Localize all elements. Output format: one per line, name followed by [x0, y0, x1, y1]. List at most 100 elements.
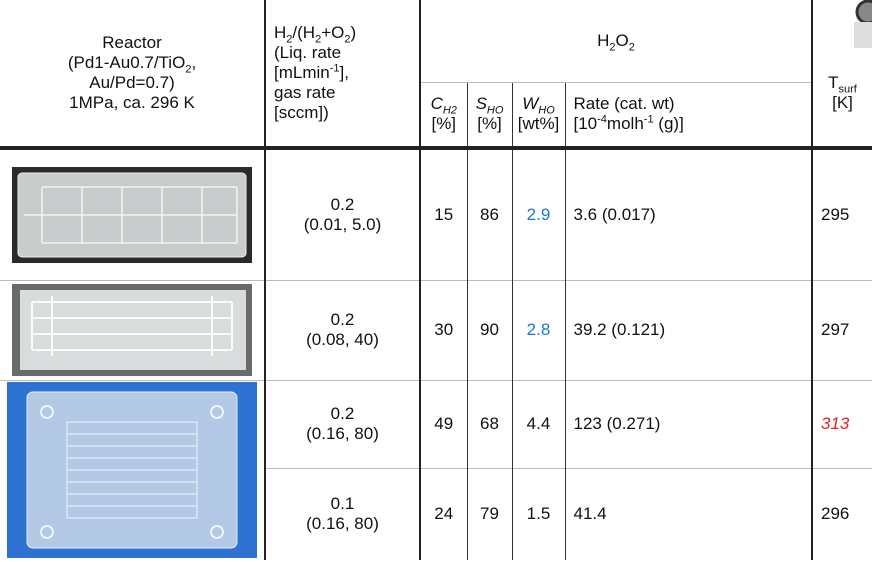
text-segment: [wt%] — [518, 114, 560, 133]
flow-rates: (0.08, 40) — [306, 330, 379, 349]
text-segment: , — [191, 53, 196, 72]
rate-value: 123 (0.271) — [574, 414, 661, 433]
t-surf-cell: 297 — [812, 280, 872, 380]
text-segment: (Liq. rate — [274, 43, 341, 62]
header-row: Reactor (Pd1-Au0.7/TiO2, Au/Pd=0.7) 1MPa… — [0, 0, 872, 82]
c-h2-cell: 30 — [420, 280, 467, 380]
rate-value: 3.6 (0.017) — [574, 205, 656, 224]
text-segment: S — [476, 94, 487, 113]
c-h2-cell: 24 — [420, 468, 467, 560]
element: Reactor (Pd1-Au0.7/TiO 2, Au/Pd=0.7) 1MPa… — [0, 0, 872, 148]
text-segment: C — [431, 94, 443, 113]
text-segment: Reactor — [102, 33, 162, 52]
reactor-header: Reactor (Pd1-Au0.7/TiO2, Au/Pd=0.7) 1MPa… — [0, 0, 265, 148]
c-h2-header: CH2[%] — [420, 82, 467, 148]
h2o2-header: H2O2 — [420, 0, 812, 82]
text-segment: [K] — [832, 93, 853, 112]
text-segment: [10 — [574, 114, 598, 133]
text-segment: [%] — [431, 114, 456, 133]
w-ho-value: 1.5 — [527, 504, 551, 523]
s-ho-value: 90 — [480, 320, 499, 339]
ratio-header: H2/(H2+O2) (Liq. rate [mLmin-1], gas rat… — [265, 0, 420, 148]
page: Reactor table {"header": { "reactor": ["… — [0, 0, 872, 562]
w-ho-cell: 1.5 — [512, 468, 565, 560]
text-segment: gas rate — [274, 83, 335, 102]
c-h2-value: 15 — [434, 205, 453, 224]
s-ho-cell: 79 — [467, 468, 512, 560]
table-row: 0.2(0.08, 40) 30 90 2.8 39.2 (0.121) 297 — [0, 280, 872, 380]
text-segment: (Pd1-Au0.7/TiO — [68, 53, 185, 72]
text-segment: H — [597, 31, 609, 50]
body: Reactor (Pd1-Au0.7/TiO 2, Au/Pd=0.7) 1MPa… — [0, 0, 872, 562]
text-segment: T — [828, 73, 838, 92]
t-surf-value: 297 — [821, 320, 849, 339]
reactor-photo — [12, 167, 252, 263]
ratio-cell: 0.2(0.08, 40) — [265, 280, 420, 380]
s-ho-cell: 90 — [467, 280, 512, 380]
rate-cell: 123 (0.271) — [565, 380, 812, 468]
w-ho-value: 2.8 — [527, 320, 551, 339]
text-segment: Rate (cat. wt) — [574, 94, 675, 113]
text-segment: H — [274, 23, 286, 42]
text-segment: +O — [321, 23, 344, 42]
ratio-value: 0.2 — [331, 404, 355, 423]
text-segment: Au/Pd=0.7) — [89, 73, 175, 92]
text-segment: -1 — [644, 114, 654, 126]
text-segment: 2 — [629, 41, 635, 53]
t-surf-header: Tsurf[K] — [812, 0, 872, 148]
reactor-photo — [12, 284, 252, 376]
w-ho-header: WHO[wt%] — [512, 82, 565, 148]
t-surf-cell: 295 — [812, 148, 872, 280]
text-segment: 1MPa, ca. 296 K — [69, 93, 195, 112]
text-segment: -4 — [597, 114, 607, 126]
t-surf-value: 296 — [821, 504, 849, 523]
s-ho-value: 86 — [480, 205, 499, 224]
ratio-value: 0.2 — [331, 310, 355, 329]
text-segment: [sccm]) — [274, 103, 329, 122]
rate-header: Rate (cat. wt)[10-4molh-1 (g)] — [565, 82, 812, 148]
reactor-cell — [0, 148, 265, 280]
s-ho-cell: 86 — [467, 148, 512, 280]
s-ho-value: 79 — [480, 504, 499, 523]
c-h2-cell: 15 — [420, 148, 467, 280]
reactor-photo — [7, 382, 257, 558]
w-ho-cell: 2.8 — [512, 280, 565, 380]
text-segment: molh — [607, 114, 644, 133]
rate-cell: 3.6 (0.017) — [565, 148, 812, 280]
t-surf-cell: 296 — [812, 468, 872, 560]
text-segment: (g)] — [654, 114, 684, 133]
text-segment: /(H — [292, 23, 315, 42]
flow-rates: (0.16, 80) — [306, 514, 379, 533]
flow-rates: (0.16, 80) — [306, 424, 379, 443]
w-ho-value: 2.9 — [527, 205, 551, 224]
s-ho-value: 68 — [480, 414, 499, 433]
t-surf-cell: 313 — [812, 380, 872, 468]
s-ho-header: SHO[%] — [467, 82, 512, 148]
ratio-cell: 0.1(0.16, 80) — [265, 468, 420, 560]
rate-cell: 39.2 (0.121) — [565, 280, 812, 380]
reactor-cell — [0, 280, 265, 380]
c-h2-value: 30 — [434, 320, 453, 339]
text-segment: [%] — [477, 114, 502, 133]
text-segment: W — [522, 94, 538, 113]
rate-value: 41.4 — [574, 504, 607, 523]
text-segment: -1 — [330, 62, 340, 74]
w-ho-value: 4.4 — [527, 414, 551, 433]
t-surf-value: 295 — [821, 205, 849, 224]
w-ho-cell: 2.9 — [512, 148, 565, 280]
table-row: 0.2(0.16, 80) 49 68 4.4 123 (0.271) 313 — [0, 380, 872, 468]
reactor-cell — [0, 380, 265, 560]
text-segment: [mLmin — [274, 63, 330, 82]
c-h2-cell: 49 — [420, 380, 467, 468]
s-ho-cell: 68 — [467, 380, 512, 468]
w-ho-cell: 4.4 — [512, 380, 565, 468]
ratio-value: 0.2 — [331, 195, 355, 214]
rate-value: 39.2 (0.121) — [574, 320, 666, 339]
c-h2-value: 49 — [434, 414, 453, 433]
text-segment: O — [616, 31, 629, 50]
ratio-cell: 0.2(0.01, 5.0) — [265, 148, 420, 280]
data-table: Reactor (Pd1-Au0.7/TiO 2, Au/Pd=0.7) 1MPa… — [0, 0, 872, 560]
flow-rates: (0.01, 5.0) — [304, 215, 382, 234]
rate-cell: 41.4 — [565, 468, 812, 560]
